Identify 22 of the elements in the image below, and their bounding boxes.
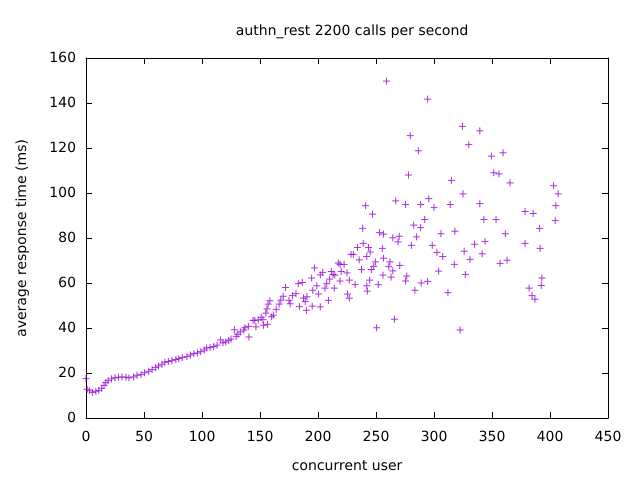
x-tick-label: 50 — [135, 429, 153, 445]
x-tick-label: 350 — [478, 429, 506, 445]
y-tick-label: 40 — [58, 320, 76, 336]
x-tick-label: 200 — [304, 429, 332, 445]
y-tick-label: 0 — [67, 410, 76, 426]
y-tick-label: 20 — [58, 365, 76, 381]
y-tick-label: 80 — [58, 230, 76, 246]
y-tick-label: 160 — [49, 50, 76, 66]
x-tick-label: 100 — [188, 429, 216, 445]
x-tick-label: 150 — [246, 429, 274, 445]
y-tick-label: 140 — [49, 95, 76, 111]
x-tick-label: 300 — [420, 429, 448, 445]
y-tick-label: 100 — [49, 185, 76, 201]
y-axis-title: average response time (ms) — [14, 139, 30, 337]
x-tick-label: 0 — [82, 429, 90, 445]
y-tick-label: 60 — [58, 275, 76, 291]
x-tick-label: 450 — [594, 429, 622, 445]
x-axis-title: concurrent user — [292, 458, 403, 474]
y-tick-label: 120 — [49, 140, 76, 156]
chart-title: authn_rest 2200 calls per second — [236, 23, 468, 39]
x-tick-label: 400 — [536, 429, 564, 445]
x-tick-label: 250 — [362, 429, 390, 445]
